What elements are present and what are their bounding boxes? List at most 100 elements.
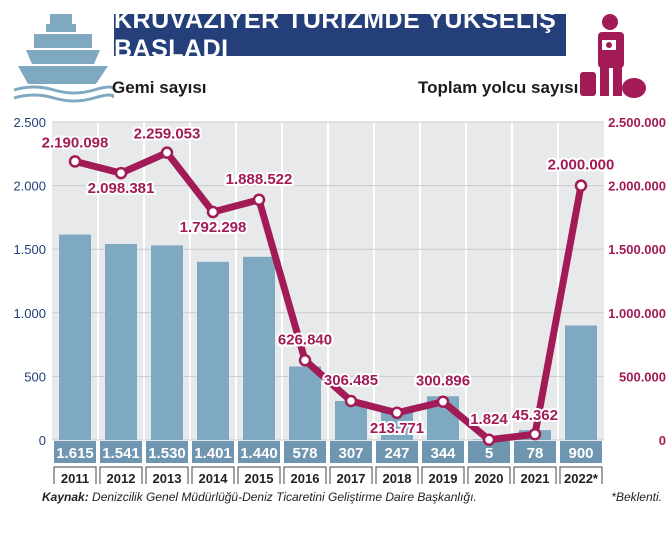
- year-box: [237, 466, 281, 484]
- bar-value-label: 1.401: [194, 445, 232, 462]
- year-label: 2013: [153, 471, 182, 484]
- year-box: [559, 466, 603, 484]
- year-label: 2020: [475, 471, 504, 484]
- bar-value-label: 344: [430, 445, 456, 462]
- left-tick-label: 2.000: [13, 179, 46, 194]
- bar-value-box: [284, 441, 326, 463]
- passenger-value-label: 306.485: [324, 372, 378, 389]
- traveler-icon: [580, 14, 646, 98]
- bar-value-box: [100, 441, 142, 463]
- passenger-value-label: 2.098.381: [88, 180, 155, 197]
- legend-gemi: Gemi sayısı: [112, 78, 207, 97]
- year-box: [467, 466, 511, 484]
- bar-value-label: 78: [527, 445, 544, 462]
- bar-value-label: 1.440: [240, 445, 278, 462]
- legend-yolcu: Toplam yolcu sayısı: [418, 78, 579, 97]
- bar-value-box: [514, 441, 556, 463]
- right-tick-label: 1.000.000: [608, 306, 666, 321]
- bar-value-box: [422, 441, 464, 463]
- passenger-point: [68, 155, 82, 168]
- bar-value-label: 5: [485, 445, 493, 462]
- bar: [197, 261, 229, 440]
- left-tick-label: 1.000: [13, 306, 46, 321]
- bar-value-box: [560, 441, 602, 463]
- passenger-point: [298, 354, 312, 367]
- bar-value-label: 1.615: [56, 445, 94, 462]
- bar: [243, 256, 275, 440]
- bar-value-label: 247: [384, 445, 409, 462]
- left-tick-label: 2.500: [13, 115, 46, 130]
- year-box: [421, 466, 465, 484]
- bar-value-label: 1.530: [148, 445, 186, 462]
- bar: [59, 234, 91, 440]
- bar-value-box: [238, 441, 280, 463]
- footer: Kaynak: Denizcilik Genel Müdürlüğü-Deniz…: [0, 484, 672, 534]
- passenger-value-label: 626.840: [278, 331, 332, 348]
- passenger-value-label: 213.771: [370, 420, 424, 437]
- passenger-point: [206, 205, 220, 219]
- bar-value-box: [192, 441, 234, 463]
- year-box: [53, 466, 97, 484]
- year-box: [513, 466, 557, 484]
- passenger-value-label: 2.000.000: [548, 157, 615, 174]
- bar-value-label: 900: [568, 445, 593, 462]
- right-tick-label: 2.500.000: [608, 115, 666, 130]
- year-box: [145, 466, 189, 484]
- bar: [565, 325, 597, 440]
- passenger-line: [74, 149, 585, 444]
- chart-title: KRUVAZİYER TURİZMDE YÜKSELİŞ BAŞLADI: [114, 6, 566, 63]
- passenger-point: [390, 406, 404, 420]
- right-tick-label: 0: [659, 433, 666, 448]
- source-label: Kaynak:: [42, 490, 89, 504]
- left-tick-label: 1.500: [13, 242, 46, 257]
- passenger-point: [344, 394, 358, 408]
- cruise-ship-icon: [4, 8, 114, 103]
- year-label: 2022*: [564, 471, 599, 484]
- right-tick-label: 1.500.000: [608, 242, 666, 257]
- year-label: 2014: [199, 471, 229, 484]
- bar: [335, 400, 367, 440]
- left-tick-label: 500: [24, 369, 46, 384]
- bar-value-box: [376, 441, 418, 463]
- passenger-point: [528, 427, 542, 441]
- year-label: 2016: [291, 471, 320, 484]
- bar-value-box: [146, 441, 188, 463]
- year-label: 2012: [107, 471, 136, 484]
- chart: 0 500 1.000 1.500 2.000 2.500 0 500.000 1.000.00…: [13, 115, 666, 484]
- source-text: Denizcilik Genel Müdürlüğü-Deniz Ticaret…: [92, 490, 477, 504]
- passenger-value-label: 300.896: [416, 373, 470, 390]
- year-box: [191, 466, 235, 484]
- right-tick-label: 2.000.000: [608, 179, 666, 194]
- bar-value-box: [330, 441, 372, 463]
- source: Kaynak: Denizcilik Genel Müdürlüğü-Deniz…: [42, 490, 477, 504]
- bar-value-label: 578: [292, 445, 317, 462]
- left-tick-label: 0: [39, 433, 46, 448]
- bar: [289, 366, 321, 440]
- year-label: 2018: [383, 471, 412, 484]
- passenger-value-label: 1.888.522: [226, 171, 293, 188]
- passenger-value-label: 1.792.298: [180, 219, 247, 236]
- year-label: 2021: [521, 471, 550, 484]
- passenger-point: [252, 193, 266, 207]
- passenger-point: [114, 166, 128, 180]
- bar-value-label: 1.541: [102, 445, 140, 462]
- passenger-value-label: 2.259.053: [134, 126, 201, 143]
- year-box: [375, 466, 419, 484]
- right-tick-label: 500.000: [619, 369, 666, 384]
- passenger-value-label: 45.362: [512, 407, 558, 424]
- bar: [151, 245, 183, 440]
- bar: [105, 243, 137, 440]
- passenger-point: [482, 433, 496, 447]
- passenger-value-label: 2.190.098: [42, 134, 109, 151]
- year-box: [329, 466, 373, 484]
- year-box: [99, 466, 143, 484]
- passenger-value-label: 1.824: [470, 411, 508, 428]
- year-box: [283, 466, 327, 484]
- year-label: 2019: [429, 471, 458, 484]
- year-label: 2011: [61, 471, 89, 484]
- passenger-point: [574, 179, 588, 192]
- passenger-point: [436, 395, 450, 408]
- bar-value-label: 307: [338, 445, 363, 462]
- year-label: 2015: [245, 471, 274, 484]
- bar-value-box: [468, 441, 510, 463]
